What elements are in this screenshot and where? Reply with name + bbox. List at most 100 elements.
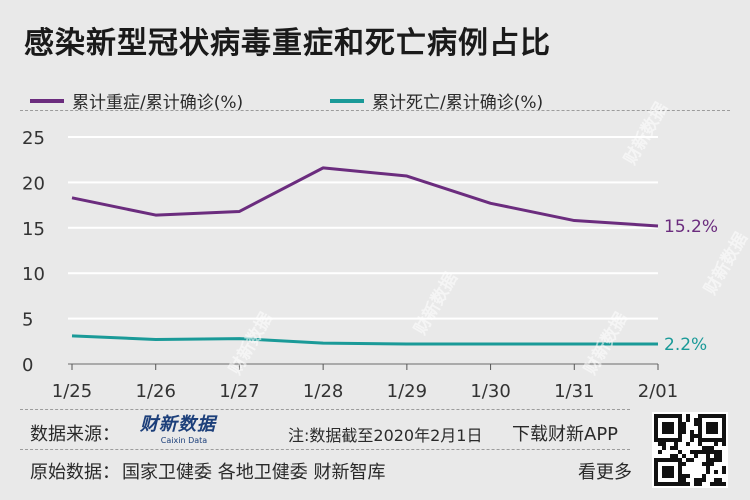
footer-divider-top: [20, 409, 630, 410]
line-chart: 0 5 10 15 20 25 1/25 1/26 1/27 1/28 1/29 1/30 1/31 2/…: [22, 128, 718, 402]
y-tick-label: 15: [22, 219, 45, 240]
qr-module: [674, 442, 678, 446]
qr-module: [702, 450, 706, 454]
qr-module: [662, 442, 666, 446]
qr-module: [686, 442, 690, 446]
qr-module: [690, 450, 694, 454]
legend-item-death: 累计死亡/累计确诊(%): [330, 88, 543, 113]
qr-module: [714, 450, 718, 454]
x-tick-label: 1/29: [387, 381, 427, 402]
qr-module: [714, 458, 718, 462]
qr-module: [718, 478, 722, 482]
qr-module: [690, 434, 694, 438]
qr-module: [658, 450, 662, 454]
qr-module: [706, 446, 710, 450]
qr-module: [718, 450, 722, 454]
qr-module: [690, 458, 694, 462]
qr-module: [722, 482, 726, 486]
end-data-label: 15.2%: [664, 217, 718, 237]
qr-module: [682, 454, 686, 458]
qr-module: [662, 446, 666, 450]
qr-module: [718, 458, 722, 462]
logo-text: 财新数据: [140, 414, 216, 435]
legend-swatch-death: [330, 98, 364, 103]
legend-label-death: 累计死亡/累计确诊(%): [372, 93, 544, 113]
qr-module: [686, 482, 690, 486]
qr-module: [674, 454, 678, 458]
download-app-link[interactable]: 下载财新APP: [512, 424, 619, 445]
qr-module: [710, 462, 714, 466]
qr-module: [690, 430, 694, 434]
qr-module: [714, 442, 718, 446]
qr-module: [698, 482, 702, 486]
logo-subtext: Caixin Data: [160, 436, 208, 445]
qr-module: [702, 478, 706, 482]
x-tick-label: 1/27: [219, 381, 259, 402]
qr-module: [722, 442, 726, 446]
see-more-link[interactable]: 看更多: [578, 462, 632, 483]
original-data-label: 原始数据：: [30, 462, 120, 483]
x-tick-label: 1/30: [470, 381, 510, 402]
qr-module: [682, 426, 686, 430]
x-tick-label: 2/01: [638, 381, 678, 402]
qr-module: [670, 446, 674, 450]
series-line-2: [71, 334, 658, 346]
qr-module: [706, 466, 710, 470]
y-tick-label: 25: [22, 128, 45, 149]
chart-title: 感染新型冠状病毒重症和死亡病例占比: [24, 26, 551, 61]
qr-module: [710, 446, 714, 450]
qr-code[interactable]: [652, 412, 728, 488]
qr-module: [678, 450, 682, 454]
end-data-label: 2.2%: [664, 335, 707, 355]
qr-module: [710, 482, 714, 486]
qr-module: [714, 470, 718, 474]
y-tick-label: 20: [22, 173, 45, 194]
qr-module: [694, 434, 698, 438]
qr-module: [722, 470, 726, 474]
qr-module: [702, 462, 706, 466]
legend: 累计重症/累计确诊(%) 累计死亡/累计确诊(%): [30, 88, 730, 114]
qr-module: [690, 438, 694, 442]
qr-module: [694, 450, 698, 454]
x-tick-label: 1/26: [136, 381, 176, 402]
x-tick-label: 1/25: [52, 381, 92, 402]
qr-module: [682, 478, 686, 482]
qr-module: [722, 466, 726, 470]
qr-module: [658, 442, 662, 446]
qr-module: [706, 454, 710, 458]
footer-divider-bottom: [20, 449, 630, 450]
qr-module: [686, 418, 690, 422]
series-line-1: [71, 166, 659, 228]
x-tick-label: 1/31: [554, 381, 594, 402]
qr-module: [702, 446, 706, 450]
legend-swatch-severe: [30, 98, 64, 103]
qr-module: [694, 422, 698, 426]
qr-module: [662, 422, 674, 434]
qr-module: [662, 466, 674, 478]
qr-module: [698, 450, 702, 454]
qr-module: [670, 454, 674, 458]
qr-module: [694, 418, 698, 422]
qr-module: [706, 458, 710, 462]
original-data-sources: 国家卫健委 各地卫健委 财新智库: [122, 462, 386, 483]
qr-module: [674, 446, 678, 450]
qr-module: [682, 482, 686, 486]
qr-module: [682, 462, 686, 466]
qr-module: [714, 482, 718, 486]
qr-module: [698, 478, 702, 482]
qr-module: [694, 454, 698, 458]
source-label: 数据来源：: [30, 424, 120, 445]
qr-module: [706, 422, 718, 434]
qr-module: [682, 430, 686, 434]
caixin-data-logo: 财新数据 Caixin Data: [140, 416, 228, 450]
qr-module: [710, 458, 714, 462]
y-tick-label: 0: [22, 355, 33, 376]
qr-module: [710, 450, 714, 454]
qr-module: [682, 474, 686, 478]
y-tick-label: 5: [22, 310, 33, 331]
legend-item-severe: 累计重症/累计确诊(%): [30, 88, 243, 113]
y-tick-label: 10: [22, 264, 45, 285]
qr-module: [714, 454, 718, 458]
x-tick-label: 1/28: [303, 381, 343, 402]
